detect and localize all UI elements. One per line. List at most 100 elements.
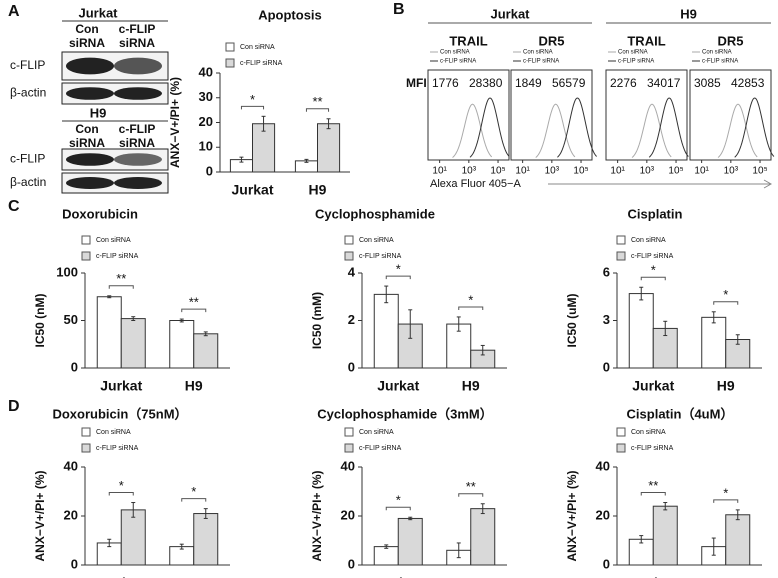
mfi-value: 1849 xyxy=(515,76,542,90)
blot-band xyxy=(114,177,162,189)
y-tick-label: 40 xyxy=(199,64,213,79)
x-tick-label: 10¹ xyxy=(694,166,709,177)
blot-band xyxy=(114,87,162,100)
legend-label: c-FLIP siRNA xyxy=(240,60,283,67)
significance-bracket xyxy=(458,493,484,497)
y-tick-label: 20 xyxy=(341,507,355,522)
blot-column-label: siRNA xyxy=(69,136,105,150)
flow-legend-text: c-FLIP siRNA xyxy=(440,59,476,65)
y-tick-label: 0 xyxy=(603,359,610,374)
error-bar xyxy=(384,544,389,549)
y-tick-label: 4 xyxy=(348,264,356,279)
flow-group-title: Jurkat xyxy=(490,6,530,21)
histogram xyxy=(535,103,576,158)
blot-column-label: c-FLIP xyxy=(119,122,156,136)
y-tick-label: 100 xyxy=(56,264,78,279)
x-tick-label: 10³ xyxy=(545,166,560,177)
y-tick-label: 0 xyxy=(603,556,610,571)
legend-swatch xyxy=(344,251,354,261)
significance-label: * xyxy=(191,484,196,499)
error-bar xyxy=(239,156,244,163)
y-tick-label: 30 xyxy=(199,89,213,104)
blot-row-label: c-FLIP xyxy=(10,152,45,166)
x-tick-label: 10¹ xyxy=(610,166,625,177)
y-tick-label: 0 xyxy=(206,163,213,178)
y-tick-label: 40 xyxy=(64,458,78,473)
y-axis-label: ANX−V+/PI+ (%) xyxy=(565,470,579,561)
error-bar xyxy=(663,320,668,337)
error-bar xyxy=(131,502,136,518)
chart-title: Doxorubicin（75nM） xyxy=(52,406,187,421)
chart-title: Cisplatin xyxy=(628,206,683,221)
significance-bracket xyxy=(305,108,330,112)
x-tick-label: 10⁵ xyxy=(752,166,767,177)
legend-label: c-FLIP siRNA xyxy=(359,253,402,260)
mfi-value: 3085 xyxy=(694,76,721,90)
significance-bracket xyxy=(181,308,207,313)
blot-column-label: c-FLIP xyxy=(119,22,156,36)
error-bar xyxy=(480,503,485,515)
significance-label: ** xyxy=(312,94,322,109)
chart-title: Cyclophosphamide（3mM） xyxy=(317,406,493,421)
error-bar xyxy=(735,509,740,521)
y-tick-label: 0 xyxy=(71,556,78,571)
significance-bracket xyxy=(385,275,411,280)
flow-legend-text: Con siRNA xyxy=(702,50,732,56)
legend-label: Con siRNA xyxy=(240,44,275,51)
bar xyxy=(628,293,654,369)
significance-label: * xyxy=(651,263,656,278)
significance-label: * xyxy=(723,287,728,302)
significance-bracket xyxy=(385,506,411,511)
flow-axis-arrowhead xyxy=(763,179,773,189)
x-tick-label: H9 xyxy=(185,378,203,394)
histogram xyxy=(648,97,689,158)
significance-bracket xyxy=(108,285,134,289)
error-bar xyxy=(203,331,208,337)
flow-legend-text: c-FLIP siRNA xyxy=(702,59,738,65)
x-tick-label: Jurkat xyxy=(377,575,419,578)
blot-band xyxy=(66,57,114,75)
legend-swatch xyxy=(81,235,91,245)
x-tick-label: H9 xyxy=(309,182,327,198)
panel-letter: A xyxy=(8,3,20,20)
legend-label: Con siRNA xyxy=(359,237,394,244)
y-axis-label: IC50 (uM) xyxy=(565,293,579,347)
mfi-value: 56579 xyxy=(552,76,586,90)
bar xyxy=(652,327,678,369)
significance-label: * xyxy=(396,493,401,508)
x-tick-label: 10³ xyxy=(724,166,739,177)
significance-bracket xyxy=(240,105,265,110)
error-bar xyxy=(408,516,413,521)
y-tick-label: 50 xyxy=(64,312,78,327)
legend-swatch xyxy=(344,443,354,453)
significance-label: * xyxy=(468,292,473,307)
y-tick-label: 0 xyxy=(348,359,355,374)
error-bar xyxy=(131,316,136,321)
x-tick-label: 10³ xyxy=(640,166,655,177)
y-tick-label: 20 xyxy=(64,507,78,522)
flow-axis-label: Alexa Fluor 405−A xyxy=(430,178,521,190)
histogram xyxy=(631,103,672,158)
mfi-label: MFI xyxy=(406,76,427,90)
legend-swatch xyxy=(344,427,354,437)
x-tick-label: Jurkat xyxy=(100,378,142,394)
legend-swatch xyxy=(616,251,626,261)
error-bar xyxy=(480,344,485,356)
blot-band xyxy=(66,177,114,189)
chart-title: Cisplatin（4uM） xyxy=(627,406,734,421)
bar xyxy=(317,123,341,173)
y-tick-label: 0 xyxy=(71,359,78,374)
bar xyxy=(373,546,399,566)
significance-label: * xyxy=(396,262,401,277)
blot-column-label: siRNA xyxy=(119,36,155,50)
bar xyxy=(193,513,219,566)
error-bar xyxy=(107,295,112,299)
histogram xyxy=(557,97,597,158)
x-tick-label: H9 xyxy=(717,378,735,394)
blot-title: Jurkat xyxy=(78,5,118,20)
y-axis-label: ANX−V+/PI+ (%) xyxy=(310,470,324,561)
error-bar xyxy=(456,542,461,559)
legend-label: c-FLIP siRNA xyxy=(631,445,674,452)
mfi-value: 1776 xyxy=(432,76,459,90)
